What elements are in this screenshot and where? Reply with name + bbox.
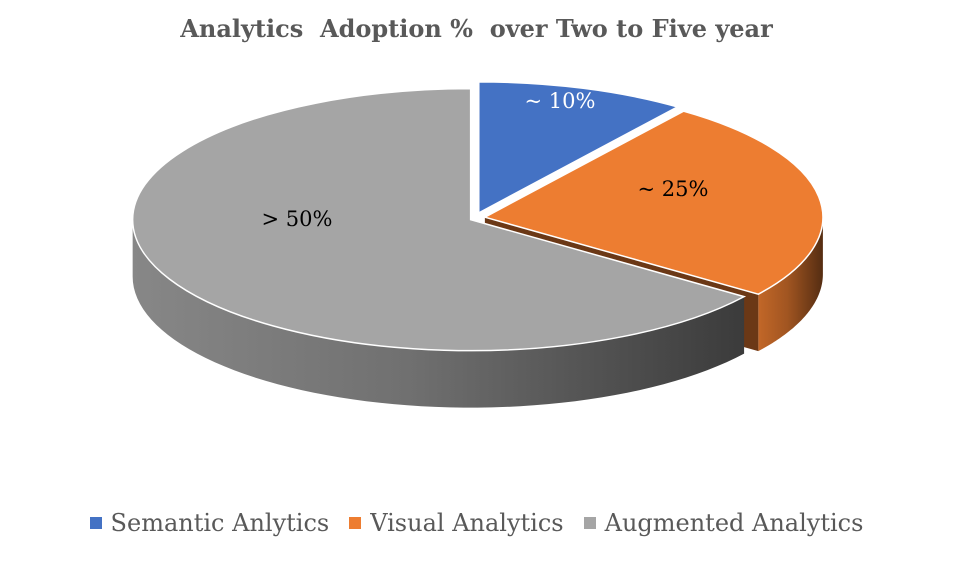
pie-slice-2: [131, 87, 747, 352]
legend: Semantic Anlytics Visual Analytics Augment…: [0, 509, 953, 537]
pie-slice-side-1-0: [758, 217, 823, 352]
legend-item-2: Augmented Analytics: [583, 509, 864, 537]
legend-item-1: Visual Analytics: [349, 509, 564, 537]
legend-item-0: Semantic Anlytics: [89, 509, 330, 537]
data-label-2: > 50%: [262, 207, 333, 231]
legend-label-1: Visual Analytics: [370, 509, 564, 537]
data-label-1: ~ 25%: [638, 177, 709, 201]
pie-slice-1: [482, 110, 824, 295]
pie-slice-0: [478, 81, 680, 215]
legend-label-2: Augmented Analytics: [604, 509, 864, 537]
data-label-0: ~ 10%: [525, 89, 596, 113]
legend-label-0: Semantic Anlytics: [110, 509, 330, 537]
chart-title: Analytics Adoption % over Two to Five ye…: [180, 14, 773, 43]
legend-swatch-0: [89, 517, 102, 529]
legend-swatch-2: [583, 517, 596, 529]
legend-swatch-1: [349, 517, 362, 529]
pie-slice-side-2-0: [132, 219, 745, 408]
